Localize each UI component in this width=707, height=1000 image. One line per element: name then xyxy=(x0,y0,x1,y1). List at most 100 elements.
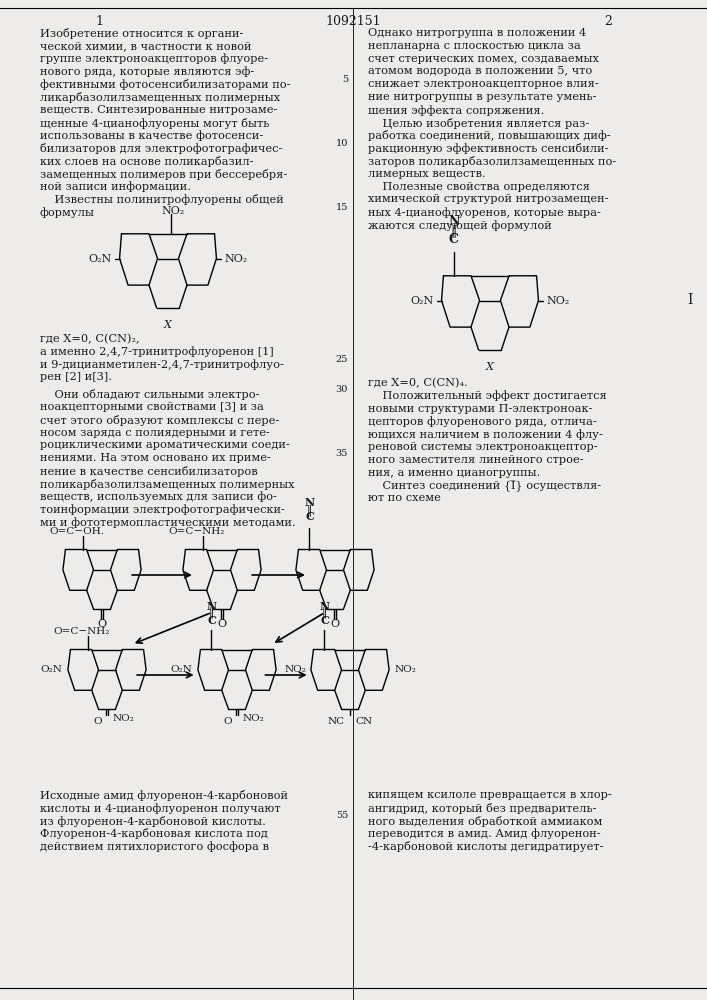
Text: Однако нитрогруппа в положении 4: Однако нитрогруппа в положении 4 xyxy=(368,28,586,38)
Text: ‖: ‖ xyxy=(450,225,457,238)
Text: ющихся наличием в положении 4 флу-: ющихся наличием в положении 4 флу- xyxy=(368,429,603,440)
Text: работка соединений, повышающих диф-: работка соединений, повышающих диф- xyxy=(368,130,611,141)
Text: ангидрид, который без предваритель-: ангидрид, который без предваритель- xyxy=(368,803,597,814)
Text: нение в качестве сенсибилизаторов: нение в качестве сенсибилизаторов xyxy=(40,466,258,477)
Text: атомом водорода в положении 5, что: атомом водорода в положении 5, что xyxy=(368,66,592,76)
Text: N: N xyxy=(206,600,216,611)
Text: Изобретение относится к органи-: Изобретение относится к органи- xyxy=(40,28,243,39)
Text: фективными фотосенсибилизаторами по-: фективными фотосенсибилизаторами по- xyxy=(40,79,291,90)
Text: формулы: формулы xyxy=(40,207,95,218)
Text: 2: 2 xyxy=(604,15,612,28)
Text: новыми структурами П-электроноак-: новыми структурами П-электроноак- xyxy=(368,403,592,414)
Text: Полезные свойства определяются: Полезные свойства определяются xyxy=(368,182,590,192)
Text: нениями. На этом основано их приме-: нениями. На этом основано их приме- xyxy=(40,453,271,463)
Text: нового ряда, которые являются эф-: нового ряда, которые являются эф- xyxy=(40,66,255,77)
Text: где X=0, C(CN)₄.: где X=0, C(CN)₄. xyxy=(368,378,468,388)
Text: рен [2] и[3].: рен [2] и[3]. xyxy=(40,372,112,382)
Text: O=C−OH.: O=C−OH. xyxy=(49,526,104,536)
Text: N: N xyxy=(305,497,315,508)
Text: группе электроноакцепторов флуоре-: группе электроноакцепторов флуоре- xyxy=(40,54,268,64)
Text: O₂N: O₂N xyxy=(170,665,192,674)
Text: ракционную эффективность сенсибили-: ракционную эффективность сенсибили- xyxy=(368,143,609,154)
Text: Известны полинитрофлуорены общей: Известны полинитрофлуорены общей xyxy=(40,194,284,205)
Text: действием пятихлористого фосфора в: действием пятихлористого фосфора в xyxy=(40,841,269,852)
Text: реновой системы электроноакцептор-: реновой системы электроноакцептор- xyxy=(368,442,597,452)
Text: ного выделения обработкой аммиаком: ного выделения обработкой аммиаком xyxy=(368,816,602,827)
Text: NO₂: NO₂ xyxy=(224,253,247,263)
Text: O: O xyxy=(98,619,107,629)
Text: Положительный эффект достигается: Положительный эффект достигается xyxy=(368,391,607,401)
Text: тоинформации электрофотографически-: тоинформации электрофотографически- xyxy=(40,504,285,515)
Text: шения эффекта сопряжения.: шения эффекта сопряжения. xyxy=(368,105,544,116)
Text: кислоты и 4-цианофлуоренон получают: кислоты и 4-цианофлуоренон получают xyxy=(40,803,281,814)
Text: Целью изобретения является раз-: Целью изобретения является раз- xyxy=(368,118,589,129)
Text: 10: 10 xyxy=(336,139,348,148)
Text: -4-карбоновой кислоты дегидратирует-: -4-карбоновой кислоты дегидратирует- xyxy=(368,841,604,852)
Text: NC: NC xyxy=(328,717,345,726)
Text: 15: 15 xyxy=(336,203,348,212)
Text: поликарбазолилзамещенных полимерных: поликарбазолилзамещенных полимерных xyxy=(40,479,295,490)
Text: I: I xyxy=(687,293,693,307)
Text: O: O xyxy=(93,717,102,726)
Text: C: C xyxy=(320,614,329,626)
Text: NO₂: NO₂ xyxy=(284,665,306,674)
Text: ческой химии, в частности к новой: ческой химии, в частности к новой xyxy=(40,41,252,51)
Text: щенные 4-цианофлуорены могут быть: щенные 4-цианофлуорены могут быть xyxy=(40,118,269,129)
Text: заторов поликарбазолилзамещенных по-: заторов поликарбазолилзамещенных по- xyxy=(368,156,617,167)
Text: N: N xyxy=(448,215,460,228)
Text: билизаторов для электрофотографичес-: билизаторов для электрофотографичес- xyxy=(40,143,282,154)
Text: химической структурой нитрозамещен-: химической структурой нитрозамещен- xyxy=(368,194,609,204)
Text: O: O xyxy=(223,717,232,726)
Text: непланарна с плоскостью цикла за: непланарна с плоскостью цикла за xyxy=(368,41,580,51)
Text: из флуоренон-4-карбоновой кислоты.: из флуоренон-4-карбоновой кислоты. xyxy=(40,816,266,827)
Text: ной записи информации.: ной записи информации. xyxy=(40,182,191,192)
Text: ликарбазолилзамещенных полимерных: ликарбазолилзамещенных полимерных xyxy=(40,92,280,103)
Text: снижает электроноакцепторное влия-: снижает электроноакцепторное влия- xyxy=(368,79,599,89)
Text: ния, а именно цианогруппы.: ния, а именно цианогруппы. xyxy=(368,468,540,478)
Text: 1: 1 xyxy=(95,15,103,28)
Text: роциклическими ароматическими соеди-: роциклическими ароматическими соеди- xyxy=(40,440,290,450)
Text: ких слоев на основе поликарбазил-: ких слоев на основе поликарбазил- xyxy=(40,156,254,167)
Text: где X=0, C(CN)₂,: где X=0, C(CN)₂, xyxy=(40,334,139,344)
Text: O₂N: O₂N xyxy=(40,665,62,674)
Text: цепторов флуоренового ряда, отлича-: цепторов флуоренового ряда, отлича- xyxy=(368,416,597,427)
Text: ных 4-цианофлуоренов, которые выра-: ных 4-цианофлуоренов, которые выра- xyxy=(368,207,601,218)
Text: ми и фототермопластическими методами.: ми и фототермопластическими методами. xyxy=(40,517,296,528)
Text: C: C xyxy=(449,233,459,246)
Text: O=C−NH₂: O=C−NH₂ xyxy=(53,626,110,636)
Text: Они обладают сильными электро-: Они обладают сильными электро- xyxy=(40,389,259,400)
Text: и 9-дицианметилен-2,4,7-тринитрофлуо-: и 9-дицианметилен-2,4,7-тринитрофлуо- xyxy=(40,360,284,370)
Text: O: O xyxy=(218,619,226,629)
Text: O₂N: O₂N xyxy=(410,296,433,306)
Text: CN: CN xyxy=(355,717,372,726)
Text: 30: 30 xyxy=(336,385,348,394)
Text: ‖: ‖ xyxy=(209,607,214,618)
Text: O₂N: O₂N xyxy=(88,253,112,263)
Text: X: X xyxy=(486,362,494,372)
Text: ноакцепторными свойствами [3] и за: ноакцепторными свойствами [3] и за xyxy=(40,402,264,412)
Text: NO₂: NO₂ xyxy=(242,714,264,723)
Text: Исходные амид флуоренон-4-карбоновой: Исходные амид флуоренон-4-карбоновой xyxy=(40,790,288,801)
Text: ‖: ‖ xyxy=(322,607,327,618)
Text: носом заряда с полиядерными и гете-: носом заряда с полиядерными и гете- xyxy=(40,428,270,438)
Text: веществ. Синтезированные нитрозаме-: веществ. Синтезированные нитрозаме- xyxy=(40,105,277,115)
Text: NO₂: NO₂ xyxy=(112,714,134,723)
Text: использованы в качестве фотосенси-: использованы в качестве фотосенси- xyxy=(40,130,263,141)
Text: кипящем ксилоле превращается в хлор-: кипящем ксилоле превращается в хлор- xyxy=(368,790,612,800)
Text: 5: 5 xyxy=(342,75,348,84)
Text: ют по схеме: ют по схеме xyxy=(368,493,441,503)
Text: замещенных полимеров при бессеребря-: замещенных полимеров при бессеребря- xyxy=(40,169,287,180)
Text: лимерных веществ.: лимерных веществ. xyxy=(368,169,486,179)
Text: C: C xyxy=(305,512,314,522)
Text: переводится в амид. Амид флуоренон-: переводится в амид. Амид флуоренон- xyxy=(368,828,601,839)
Text: счет этого образуют комплексы с пере-: счет этого образуют комплексы с пере- xyxy=(40,415,279,426)
Text: счет стерических помех, создаваемых: счет стерических помех, создаваемых xyxy=(368,54,599,64)
Text: X: X xyxy=(164,320,172,330)
Text: жаются следующей формулой: жаются следующей формулой xyxy=(368,220,551,231)
Text: 55: 55 xyxy=(336,811,348,820)
Text: ного заместителя линейного строе-: ного заместителя линейного строе- xyxy=(368,455,583,465)
Text: O: O xyxy=(330,619,339,629)
Text: ‖: ‖ xyxy=(307,504,312,516)
Text: 25: 25 xyxy=(336,355,348,364)
Text: 1092151: 1092151 xyxy=(326,15,381,28)
